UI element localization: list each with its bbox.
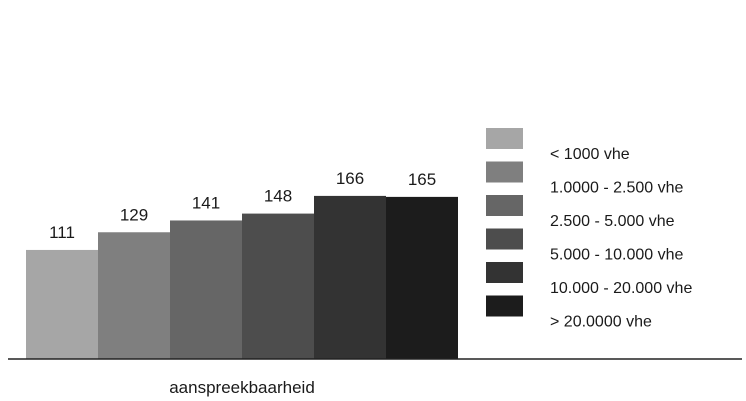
legend-swatch-3 [486, 195, 523, 216]
bar-value-label-4: 148 [264, 187, 292, 206]
bar-1 [26, 249, 98, 359]
bar-4 [242, 213, 314, 359]
legend-swatch-6 [486, 295, 523, 317]
x-axis-label: aanspreekbaarheid [169, 378, 315, 397]
bar-value-label-6: 165 [408, 170, 436, 189]
bars-group [26, 195, 458, 359]
legend-label-3: 2.500 - 5.000 vhe [550, 213, 675, 230]
legend-label-6: > 20.0000 vhe [550, 314, 652, 331]
legend-swatch-1 [486, 128, 523, 149]
value-labels-group: 111 129 141 148 166 165 [49, 169, 436, 242]
legend-label-4: 5.000 - 10.000 vhe [550, 247, 684, 264]
bar-value-label-1: 111 [49, 223, 75, 242]
legend-swatch-2 [486, 161, 523, 183]
bar-6 [386, 196, 458, 359]
bar-value-label-2: 129 [120, 205, 148, 224]
legend-swatch-5 [486, 262, 523, 283]
legend-label-2: 1.0000 - 2.500 vhe [550, 180, 684, 197]
legend-label-5: 10.000 - 20.000 vhe [550, 280, 692, 297]
bar-2 [98, 232, 170, 359]
bar-value-label-3: 141 [192, 193, 220, 212]
bar-3 [170, 220, 242, 359]
bar-value-label-5: 166 [336, 169, 364, 188]
legend-swatch-4 [486, 228, 523, 250]
legend: < 1000 vhe 1.0000 - 2.500 vhe 2.500 - 5.00… [486, 128, 692, 331]
bar-5 [314, 195, 386, 359]
legend-label-1: < 1000 vhe [550, 146, 630, 163]
